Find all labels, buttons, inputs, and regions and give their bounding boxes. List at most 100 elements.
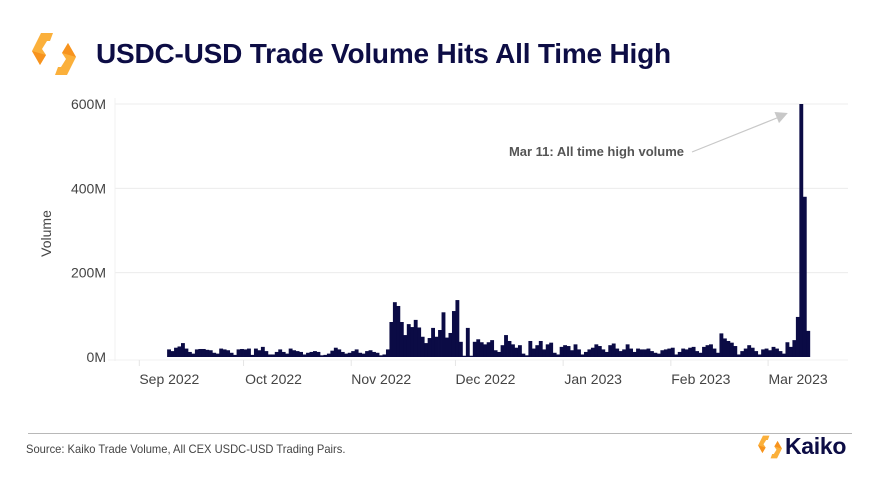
volume-bar xyxy=(511,344,515,357)
volume-bar xyxy=(302,354,307,357)
volume-bar xyxy=(389,322,394,357)
volume-bar xyxy=(524,355,529,357)
volume-bar xyxy=(736,354,741,357)
volume-bar xyxy=(451,311,456,357)
volume-bar xyxy=(799,104,804,357)
volume-bar xyxy=(583,351,588,357)
volume-bar xyxy=(601,349,606,357)
volume-bar xyxy=(233,354,237,357)
volume-bar xyxy=(587,349,592,357)
volume-bar xyxy=(326,353,331,357)
volume-bar xyxy=(365,351,369,357)
volume-bar xyxy=(761,349,766,357)
volume-bar xyxy=(285,353,290,357)
x-tick-label: Sep 2022 xyxy=(139,371,199,387)
volume-bar xyxy=(438,330,442,357)
volume-bar xyxy=(462,355,467,357)
volume-bar xyxy=(267,354,272,357)
volume-bar xyxy=(663,349,668,357)
volume-bar xyxy=(306,352,310,357)
annotation-arrow-head-icon xyxy=(774,111,788,124)
volume-bar xyxy=(514,347,519,357)
volume-bar xyxy=(726,340,731,357)
volume-bar xyxy=(441,312,446,357)
volume-bar xyxy=(181,343,185,357)
volume-bar xyxy=(733,346,738,357)
volume-bar xyxy=(528,340,533,357)
volume-bar xyxy=(535,345,540,357)
volume-bar xyxy=(431,327,435,357)
volume-bar xyxy=(250,354,255,357)
volume-bar xyxy=(476,339,481,357)
volume-bar xyxy=(424,343,429,357)
volume-bar xyxy=(448,332,453,357)
source-note: Source: Kaiko Trade Volume, All CEX USDC… xyxy=(26,442,346,456)
volume-bar xyxy=(472,341,477,357)
volume-bar xyxy=(750,347,755,357)
volume-bar xyxy=(413,319,418,357)
volume-bar xyxy=(344,353,349,357)
volume-bar xyxy=(455,300,460,357)
y-axis-title: Volume xyxy=(38,210,54,257)
volume-bar-chart: 0M 200M 400M 600M Volume Sep 2022 Oct 2022 Nov … xyxy=(38,96,848,387)
volume-bar xyxy=(260,346,265,357)
volume-bar xyxy=(709,344,713,357)
volume-bar xyxy=(358,352,363,357)
volume-bar xyxy=(517,345,522,357)
volume-bar xyxy=(170,351,175,357)
volume-bar xyxy=(632,351,637,357)
volume-bar xyxy=(319,355,324,357)
annotation-arrow-line xyxy=(691,115,783,153)
volume-bar xyxy=(458,341,463,357)
volume-bar xyxy=(410,327,415,357)
volume-bar xyxy=(802,196,807,357)
volume-bar xyxy=(504,335,508,357)
volume-bar xyxy=(236,349,241,357)
volume-bar xyxy=(646,348,651,357)
y-tick-label: 600M xyxy=(71,96,106,112)
volume-bar xyxy=(722,338,727,357)
volume-bar xyxy=(292,350,297,357)
volume-bar xyxy=(649,351,654,357)
x-tick-label: Nov 2022 xyxy=(351,371,411,387)
volume-bar xyxy=(778,351,783,357)
volume-bar xyxy=(639,349,644,357)
volume-bar xyxy=(382,354,387,357)
volume-bar xyxy=(729,342,734,357)
footer-brand: Kaiko xyxy=(757,432,867,462)
volume-bar xyxy=(205,349,210,357)
volume-bar xyxy=(316,351,321,357)
volume-bar xyxy=(625,344,630,357)
volume-bar xyxy=(493,350,498,357)
volume-bar xyxy=(782,353,786,357)
volume-bar xyxy=(479,342,484,357)
volume-bar xyxy=(604,351,609,357)
volume-bar xyxy=(399,322,404,357)
volume-bar xyxy=(608,345,613,357)
volume-bar xyxy=(719,333,724,357)
volume-bar xyxy=(538,340,543,357)
brand-name: Kaiko xyxy=(785,433,847,459)
volume-bar xyxy=(580,354,585,357)
volume-bar xyxy=(483,344,488,357)
volume-bar xyxy=(795,316,800,357)
volume-bar xyxy=(594,344,599,357)
volume-bar xyxy=(427,338,432,357)
chart-title: USDC-USD Trade Volume Hits All Time High xyxy=(96,38,671,69)
volume-bar xyxy=(219,348,224,357)
x-tick-label: Dec 2022 xyxy=(455,371,515,387)
volume-bar xyxy=(521,353,526,357)
volume-bar xyxy=(184,348,189,357)
volume-bar xyxy=(465,327,470,357)
volume-bar xyxy=(191,353,196,357)
volume-bar xyxy=(656,353,661,357)
bars xyxy=(167,104,811,357)
volume-bar xyxy=(271,354,276,357)
volume-bar xyxy=(420,336,425,357)
volume-bar xyxy=(392,302,397,357)
volume-bar xyxy=(330,350,335,357)
volume-bar xyxy=(337,349,342,357)
volume-bar xyxy=(403,335,408,357)
volume-bar xyxy=(643,349,647,357)
volume-bar xyxy=(615,348,620,357)
